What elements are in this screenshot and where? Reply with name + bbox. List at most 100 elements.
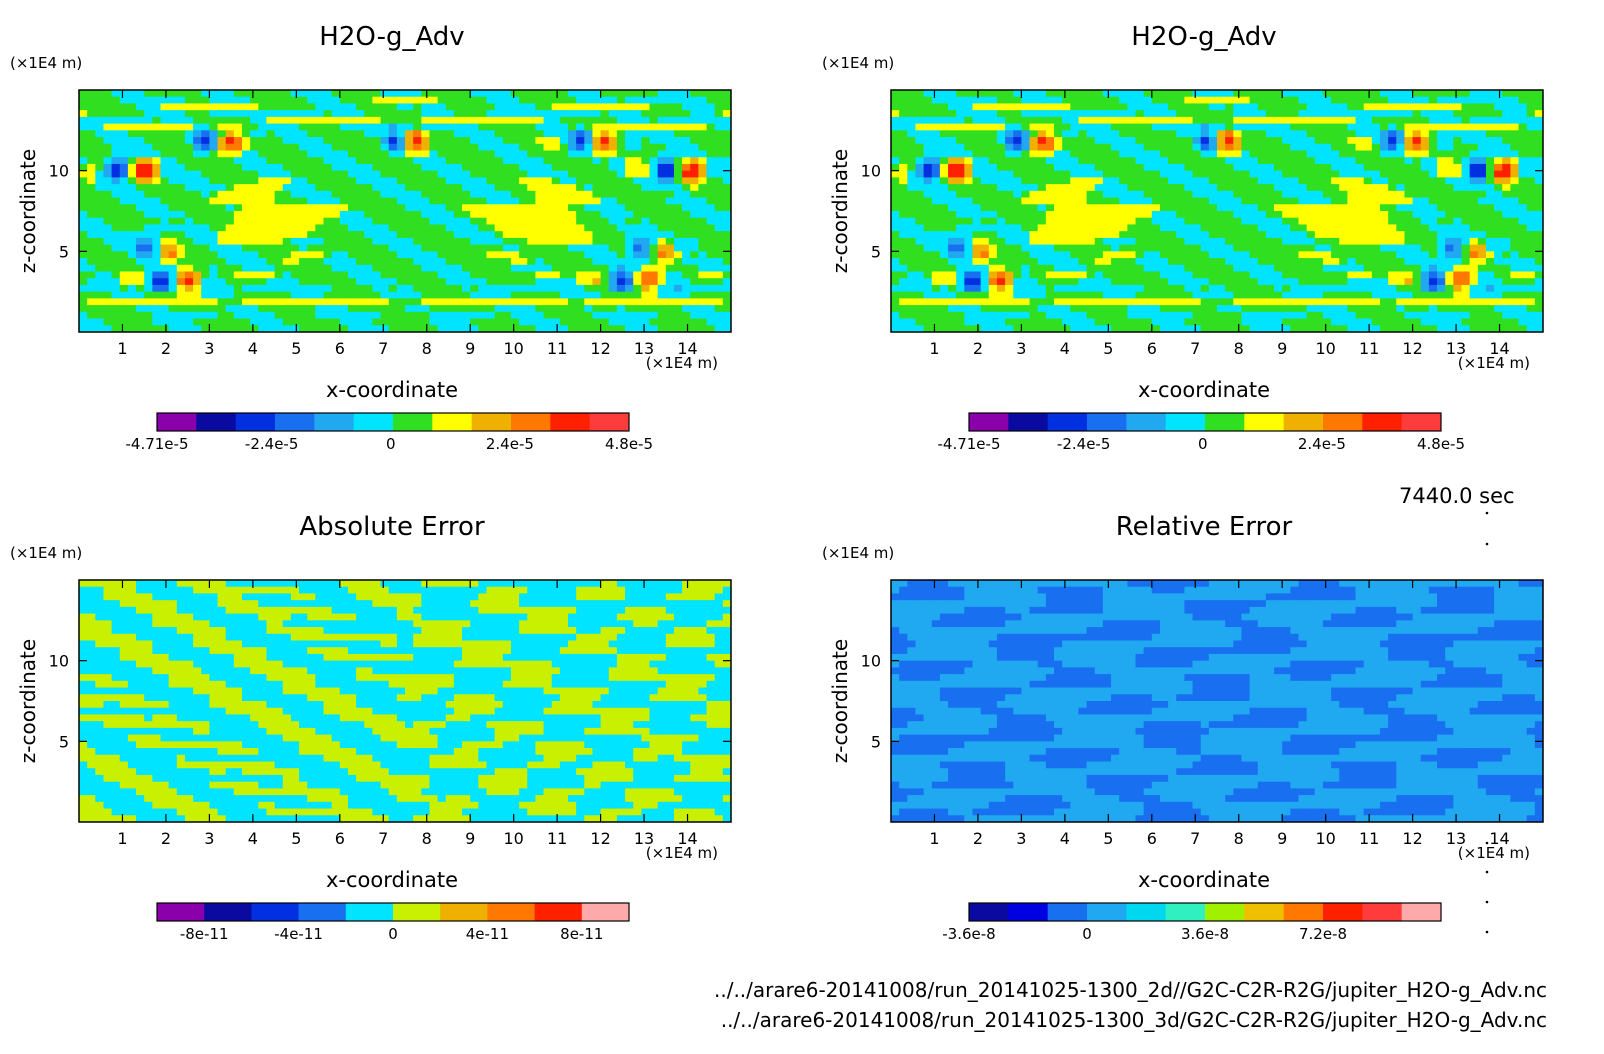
heatmap-cell xyxy=(201,123,210,131)
heatmap-cell xyxy=(1062,197,1071,205)
heatmap-cell xyxy=(217,264,227,272)
heatmap-cell xyxy=(274,258,284,266)
heatmap-cell xyxy=(706,103,716,111)
heatmap-cell xyxy=(413,258,422,266)
heatmap-cell xyxy=(559,217,569,225)
heatmap-cell xyxy=(510,224,520,232)
heatmap-cell xyxy=(1298,150,1308,158)
heatmap-cell xyxy=(1290,237,1299,246)
heatmap-cell xyxy=(111,298,121,306)
heatmap-cell xyxy=(315,318,324,326)
heatmap-cell xyxy=(217,298,227,306)
heatmap-cell xyxy=(641,184,650,192)
heatmap-cell xyxy=(1127,116,1136,125)
heatmap-cell xyxy=(576,271,585,279)
heatmap-cell xyxy=(168,177,178,185)
heatmap-cell xyxy=(899,130,908,138)
heatmap-cell xyxy=(470,237,479,246)
heatmap-cell xyxy=(144,163,153,172)
heatmap-cell xyxy=(388,137,398,145)
heatmap-cell xyxy=(266,110,275,118)
heatmap-cell xyxy=(931,116,941,125)
heatmap-cell xyxy=(1469,197,1479,205)
heatmap-cell xyxy=(290,271,300,279)
heatmap-cell xyxy=(1314,217,1324,225)
heatmap-cell xyxy=(347,284,357,293)
heatmap-cell xyxy=(405,291,414,299)
heatmap-cell xyxy=(1306,197,1316,205)
heatmap-cell xyxy=(1217,143,1226,151)
heatmap-cell xyxy=(1102,116,1112,125)
heatmap-cell xyxy=(331,251,341,259)
heatmap-cell xyxy=(899,204,908,212)
heatmap-cell xyxy=(972,184,982,192)
heatmap-cell xyxy=(95,184,104,192)
heatmap-cell xyxy=(233,197,243,205)
heatmap-cell xyxy=(1249,137,1259,145)
heatmap-cell xyxy=(209,311,218,319)
heatmap-cell xyxy=(364,96,373,104)
heatmap-cell xyxy=(1485,143,1495,151)
heatmap-cell xyxy=(250,150,259,158)
heatmap-cell xyxy=(584,211,593,219)
heatmap-cell xyxy=(899,103,908,111)
heatmap-cell xyxy=(160,251,170,259)
heatmap-cell xyxy=(988,258,998,266)
heatmap-cell xyxy=(1037,96,1047,104)
heatmap-cell xyxy=(1388,90,1397,98)
heatmap-cell xyxy=(519,298,528,306)
heatmap-cell xyxy=(1322,143,1332,151)
heatmap-cell xyxy=(290,110,300,118)
heatmap-cell xyxy=(1322,204,1332,212)
heatmap-cell xyxy=(714,217,724,225)
heatmap-cell xyxy=(1143,143,1153,151)
heatmap-cell xyxy=(103,237,112,246)
heatmap-cell xyxy=(592,123,601,131)
heatmap-cell xyxy=(1502,116,1511,125)
heatmap-cell xyxy=(421,318,430,326)
heatmap-cell xyxy=(1282,197,1291,205)
heatmap-cell xyxy=(453,264,463,272)
heatmap-cell xyxy=(608,251,618,259)
heatmap-cell xyxy=(266,116,275,125)
heatmap-cell xyxy=(1135,211,1145,219)
heatmap-cell xyxy=(1208,231,1218,239)
heatmap-cell xyxy=(502,237,512,246)
heatmap-cell xyxy=(657,116,667,125)
heatmap-cell xyxy=(152,130,161,138)
heatmap-cell xyxy=(899,177,908,185)
heatmap-cell xyxy=(119,190,129,198)
heatmap-cell xyxy=(364,305,373,313)
heatmap-cell xyxy=(1282,217,1291,225)
heatmap-cell xyxy=(217,90,227,98)
heatmap-cell xyxy=(136,150,145,158)
heatmap-cell xyxy=(87,311,96,319)
heatmap-cell xyxy=(445,244,455,252)
heatmap-cell xyxy=(535,244,544,252)
heatmap-cell xyxy=(706,284,716,293)
heatmap-cell xyxy=(1054,204,1063,212)
heatmap-cell xyxy=(1363,237,1373,246)
heatmap-cell xyxy=(396,224,406,232)
heatmap-cell xyxy=(405,244,414,252)
heatmap-cell xyxy=(988,110,998,118)
heatmap-cell xyxy=(915,163,924,172)
heatmap-cell xyxy=(1159,123,1169,131)
heatmap-cell xyxy=(323,123,333,131)
heatmap-cell xyxy=(364,278,373,286)
heatmap-cell xyxy=(462,325,471,333)
heatmap-cell xyxy=(176,264,186,272)
heatmap-cell xyxy=(1159,130,1169,138)
heatmap-cell xyxy=(931,244,941,252)
heatmap-cell xyxy=(429,123,438,131)
heatmap-cell xyxy=(1428,244,1438,252)
heatmap-cell xyxy=(87,90,96,98)
heatmap-cell xyxy=(282,123,292,131)
heatmap-cell xyxy=(1331,190,1340,198)
heatmap-cell xyxy=(315,311,324,319)
heatmap-cell xyxy=(698,318,707,326)
heatmap-cell xyxy=(1526,123,1536,131)
heatmap-cell xyxy=(1371,143,1381,151)
heatmap-cell xyxy=(1037,137,1047,145)
heatmap-cell xyxy=(714,231,724,239)
